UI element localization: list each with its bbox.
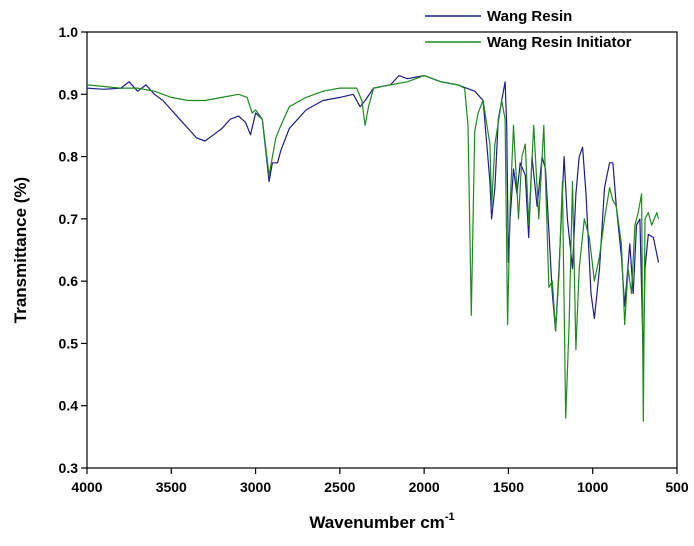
y-tick-label: 0.3 xyxy=(59,460,79,476)
x-tick-label: 2000 xyxy=(409,479,440,495)
x-tick-label: 3000 xyxy=(240,479,271,495)
legend-label: Wang Resin xyxy=(487,8,572,25)
plot-frame xyxy=(86,31,678,469)
spectrum-line xyxy=(86,75,660,422)
y-tick-label: 0.5 xyxy=(59,335,79,351)
y-tick-label: 0.6 xyxy=(59,273,79,289)
x-tick-label: 3500 xyxy=(156,479,187,495)
y-tick-label: 1.0 xyxy=(59,24,79,40)
x-axis-title-text: Wavenumber cm xyxy=(309,513,444,532)
y-tick-label: 0.8 xyxy=(59,149,79,165)
x-axis-title: Wavenumber cm-1 xyxy=(309,511,454,532)
x-tick-label: 1500 xyxy=(493,479,524,495)
legend-label: Wang Resin Initiator xyxy=(487,34,632,51)
x-tick-label: 4000 xyxy=(71,479,102,495)
y-tick-label: 0.9 xyxy=(59,86,79,102)
x-tick-label: 1000 xyxy=(577,479,608,495)
y-tick-label: 0.7 xyxy=(59,211,79,227)
y-axis-title: Transmittance (%) xyxy=(11,177,30,323)
x-tick-label: 500 xyxy=(665,479,689,495)
y-tick-label: 0.4 xyxy=(59,398,79,414)
spectrum-line xyxy=(86,75,660,363)
x-tick-label: 2500 xyxy=(324,479,355,495)
x-axis-title-superscript: -1 xyxy=(445,511,455,523)
